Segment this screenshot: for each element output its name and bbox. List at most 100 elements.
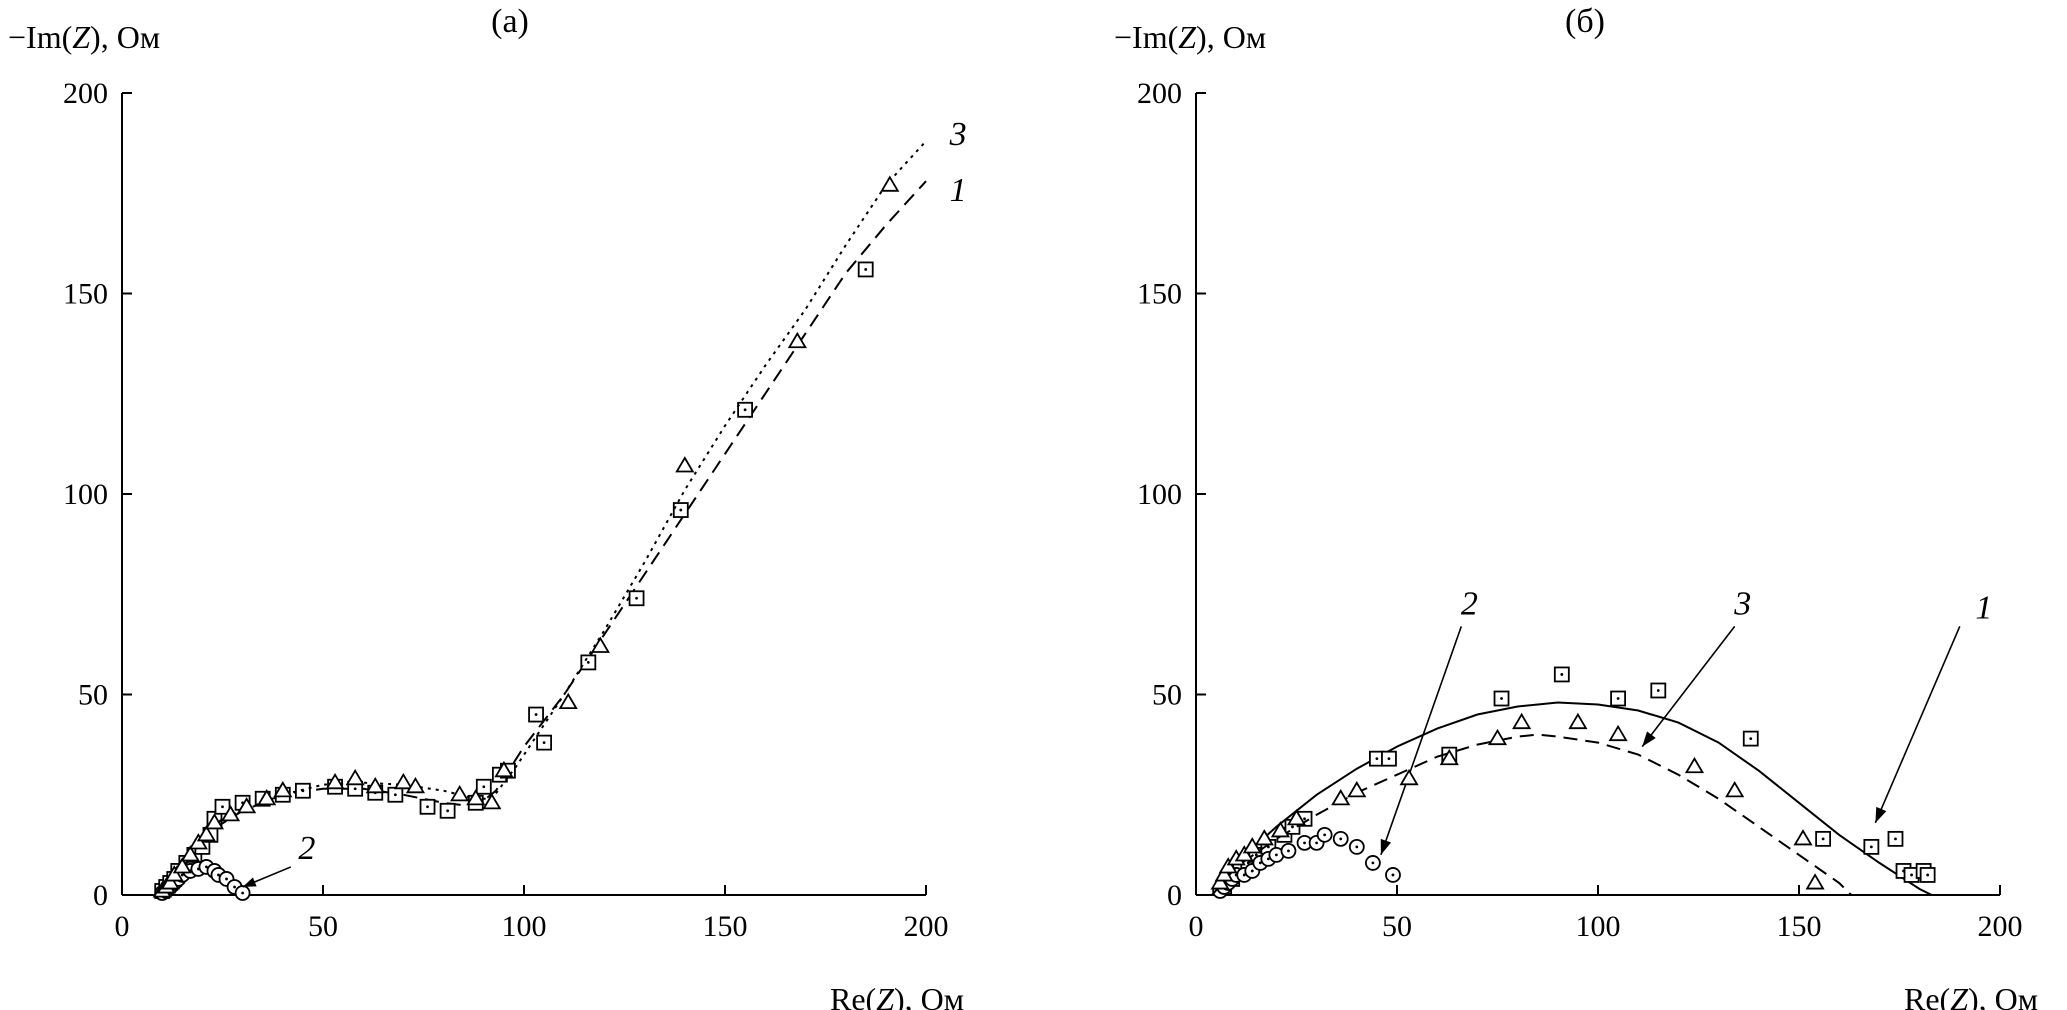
data-point-triangle: [1725, 780, 1745, 798]
data-point-square-dot: [221, 805, 224, 809]
panel-label: (б): [1565, 3, 1605, 40]
series-line-1: [157, 180, 927, 896]
data-point-triangle: [590, 636, 610, 653]
data-point-square-dot: [1616, 697, 1620, 700]
series-line-3: [1211, 733, 1853, 896]
data-point-circle-dot: [1315, 841, 1318, 845]
x-tick-label: 100: [502, 910, 547, 943]
annotation-arrow: [1874, 626, 1961, 824]
data-point-circle-dot: [1355, 845, 1359, 849]
data-point-circle-dot: [1391, 873, 1395, 877]
data-point-triangle: [1254, 829, 1274, 846]
data-point-square-dot: [864, 268, 868, 271]
data-point-square-dot: [1869, 845, 1873, 849]
data-point-triangle: [466, 788, 486, 806]
data-point-triangle: [1286, 809, 1307, 826]
data-point-circle-dot: [225, 877, 228, 881]
series-1: 1: [1211, 589, 1992, 896]
panel-label: (а): [491, 3, 529, 40]
annotation-arrow: [1641, 625, 1736, 748]
arrow-head: [1875, 806, 1887, 823]
y-tick-label: 100: [1137, 478, 1182, 511]
data-point-circle-dot: [1242, 873, 1246, 877]
data-point-triangle: [1210, 873, 1230, 890]
x-tick-label: 150: [1777, 910, 1822, 943]
data-point-circle-dot: [1266, 857, 1270, 861]
data-point-triangle: [1608, 724, 1628, 742]
x-tick-label: 200: [904, 910, 949, 943]
data-point-square-dot: [679, 508, 683, 512]
data-point-square-dot: [635, 596, 638, 600]
y-tick-label: 150: [63, 278, 108, 311]
data-point-triangle: [1568, 712, 1588, 730]
x-tick-label: 100: [1576, 910, 1621, 943]
x-tick-label: 0: [115, 910, 130, 943]
data-point-circle-dot: [1303, 841, 1306, 845]
x-tick-label: 200: [1978, 910, 2023, 943]
data-point-triangle: [1487, 728, 1508, 746]
data-point-triangle: [204, 813, 225, 830]
y-tick-label: 100: [63, 478, 108, 511]
data-point-circle-dot: [1287, 849, 1290, 853]
data-point-circle-dot: [233, 885, 236, 889]
data-point-circle-dot: [1258, 861, 1262, 865]
data-point-triangle: [1270, 821, 1290, 838]
data-point-circle-dot: [1323, 833, 1327, 837]
arrow-head: [1642, 731, 1656, 747]
x-axis-label: Re(Z), Ом: [1904, 981, 2038, 1010]
data-point-circle-dot: [1339, 837, 1343, 841]
y-tick-label: 200: [63, 77, 108, 110]
data-point-square-dot: [446, 809, 450, 813]
x-tick-label: 50: [1382, 910, 1412, 943]
annotation-arrow: [1380, 626, 1463, 856]
data-point-triangle: [880, 175, 900, 192]
data-point-square-dot: [1387, 757, 1391, 761]
data-point-triangle: [1805, 873, 1825, 890]
y-tick-label: 150: [1137, 278, 1182, 311]
data-point-triangle: [482, 792, 502, 810]
y-axis-label: −Im(Z), Ом: [8, 19, 160, 55]
data-point-triangle: [558, 692, 578, 710]
panel-b: 0 50 100 150 200 0 50 100 150 200 (б) −Im(Z), Ом Re(…: [1114, 3, 2038, 1010]
data-point-triangle: [1399, 768, 1419, 786]
x-tick-label: 150: [703, 910, 748, 943]
data-point-circle-dot: [205, 865, 208, 869]
x-tick-label: 50: [308, 910, 338, 943]
data-point-square-dot: [1821, 837, 1825, 841]
x-axis-label: Re(Z), Ом: [830, 981, 964, 1010]
data-point-triangle: [1347, 780, 1367, 798]
y-tick-label: 200: [1137, 77, 1182, 110]
data-point-triangle: [1331, 788, 1351, 806]
data-point-circle-dot: [1250, 869, 1254, 873]
data-point-triangle: [1218, 857, 1238, 874]
data-point-triangle: [405, 776, 426, 794]
data-point-triangle: [365, 776, 385, 794]
data-point-triangle: [787, 331, 807, 349]
data-point-triangle: [273, 780, 293, 798]
data-point-triangle: [675, 456, 695, 473]
data-point-square-dot: [1303, 817, 1306, 821]
data-point-triangle: [1214, 865, 1234, 882]
data-point-square-dot: [586, 661, 590, 664]
data-point-triangle: [1439, 748, 1459, 766]
series-line-3: [157, 140, 927, 896]
data-point-triangle: [180, 845, 200, 862]
data-point-circle-dot: [1371, 861, 1375, 865]
curve-label-1: 1: [950, 172, 967, 209]
arrow-head: [242, 877, 257, 887]
data-point-triangle: [160, 873, 180, 890]
data-point-square-dot: [1254, 853, 1258, 857]
data-point-circle-dot: [241, 891, 245, 895]
data-point-triangle: [1234, 845, 1254, 862]
x-tick-label: 0: [1189, 910, 1204, 943]
curve-label-1: 1: [1975, 589, 1992, 626]
data-point-square-dot: [542, 741, 546, 745]
data-point-circle-dot: [1275, 853, 1278, 857]
data-point-triangle: [257, 788, 277, 806]
data-point-triangle: [188, 833, 208, 850]
curve-label-2: 2: [298, 830, 315, 867]
arrow-head: [1380, 838, 1392, 855]
y-tick-label: 50: [78, 679, 108, 712]
data-point-square-dot: [534, 713, 538, 716]
series-3: 3: [152, 116, 967, 898]
